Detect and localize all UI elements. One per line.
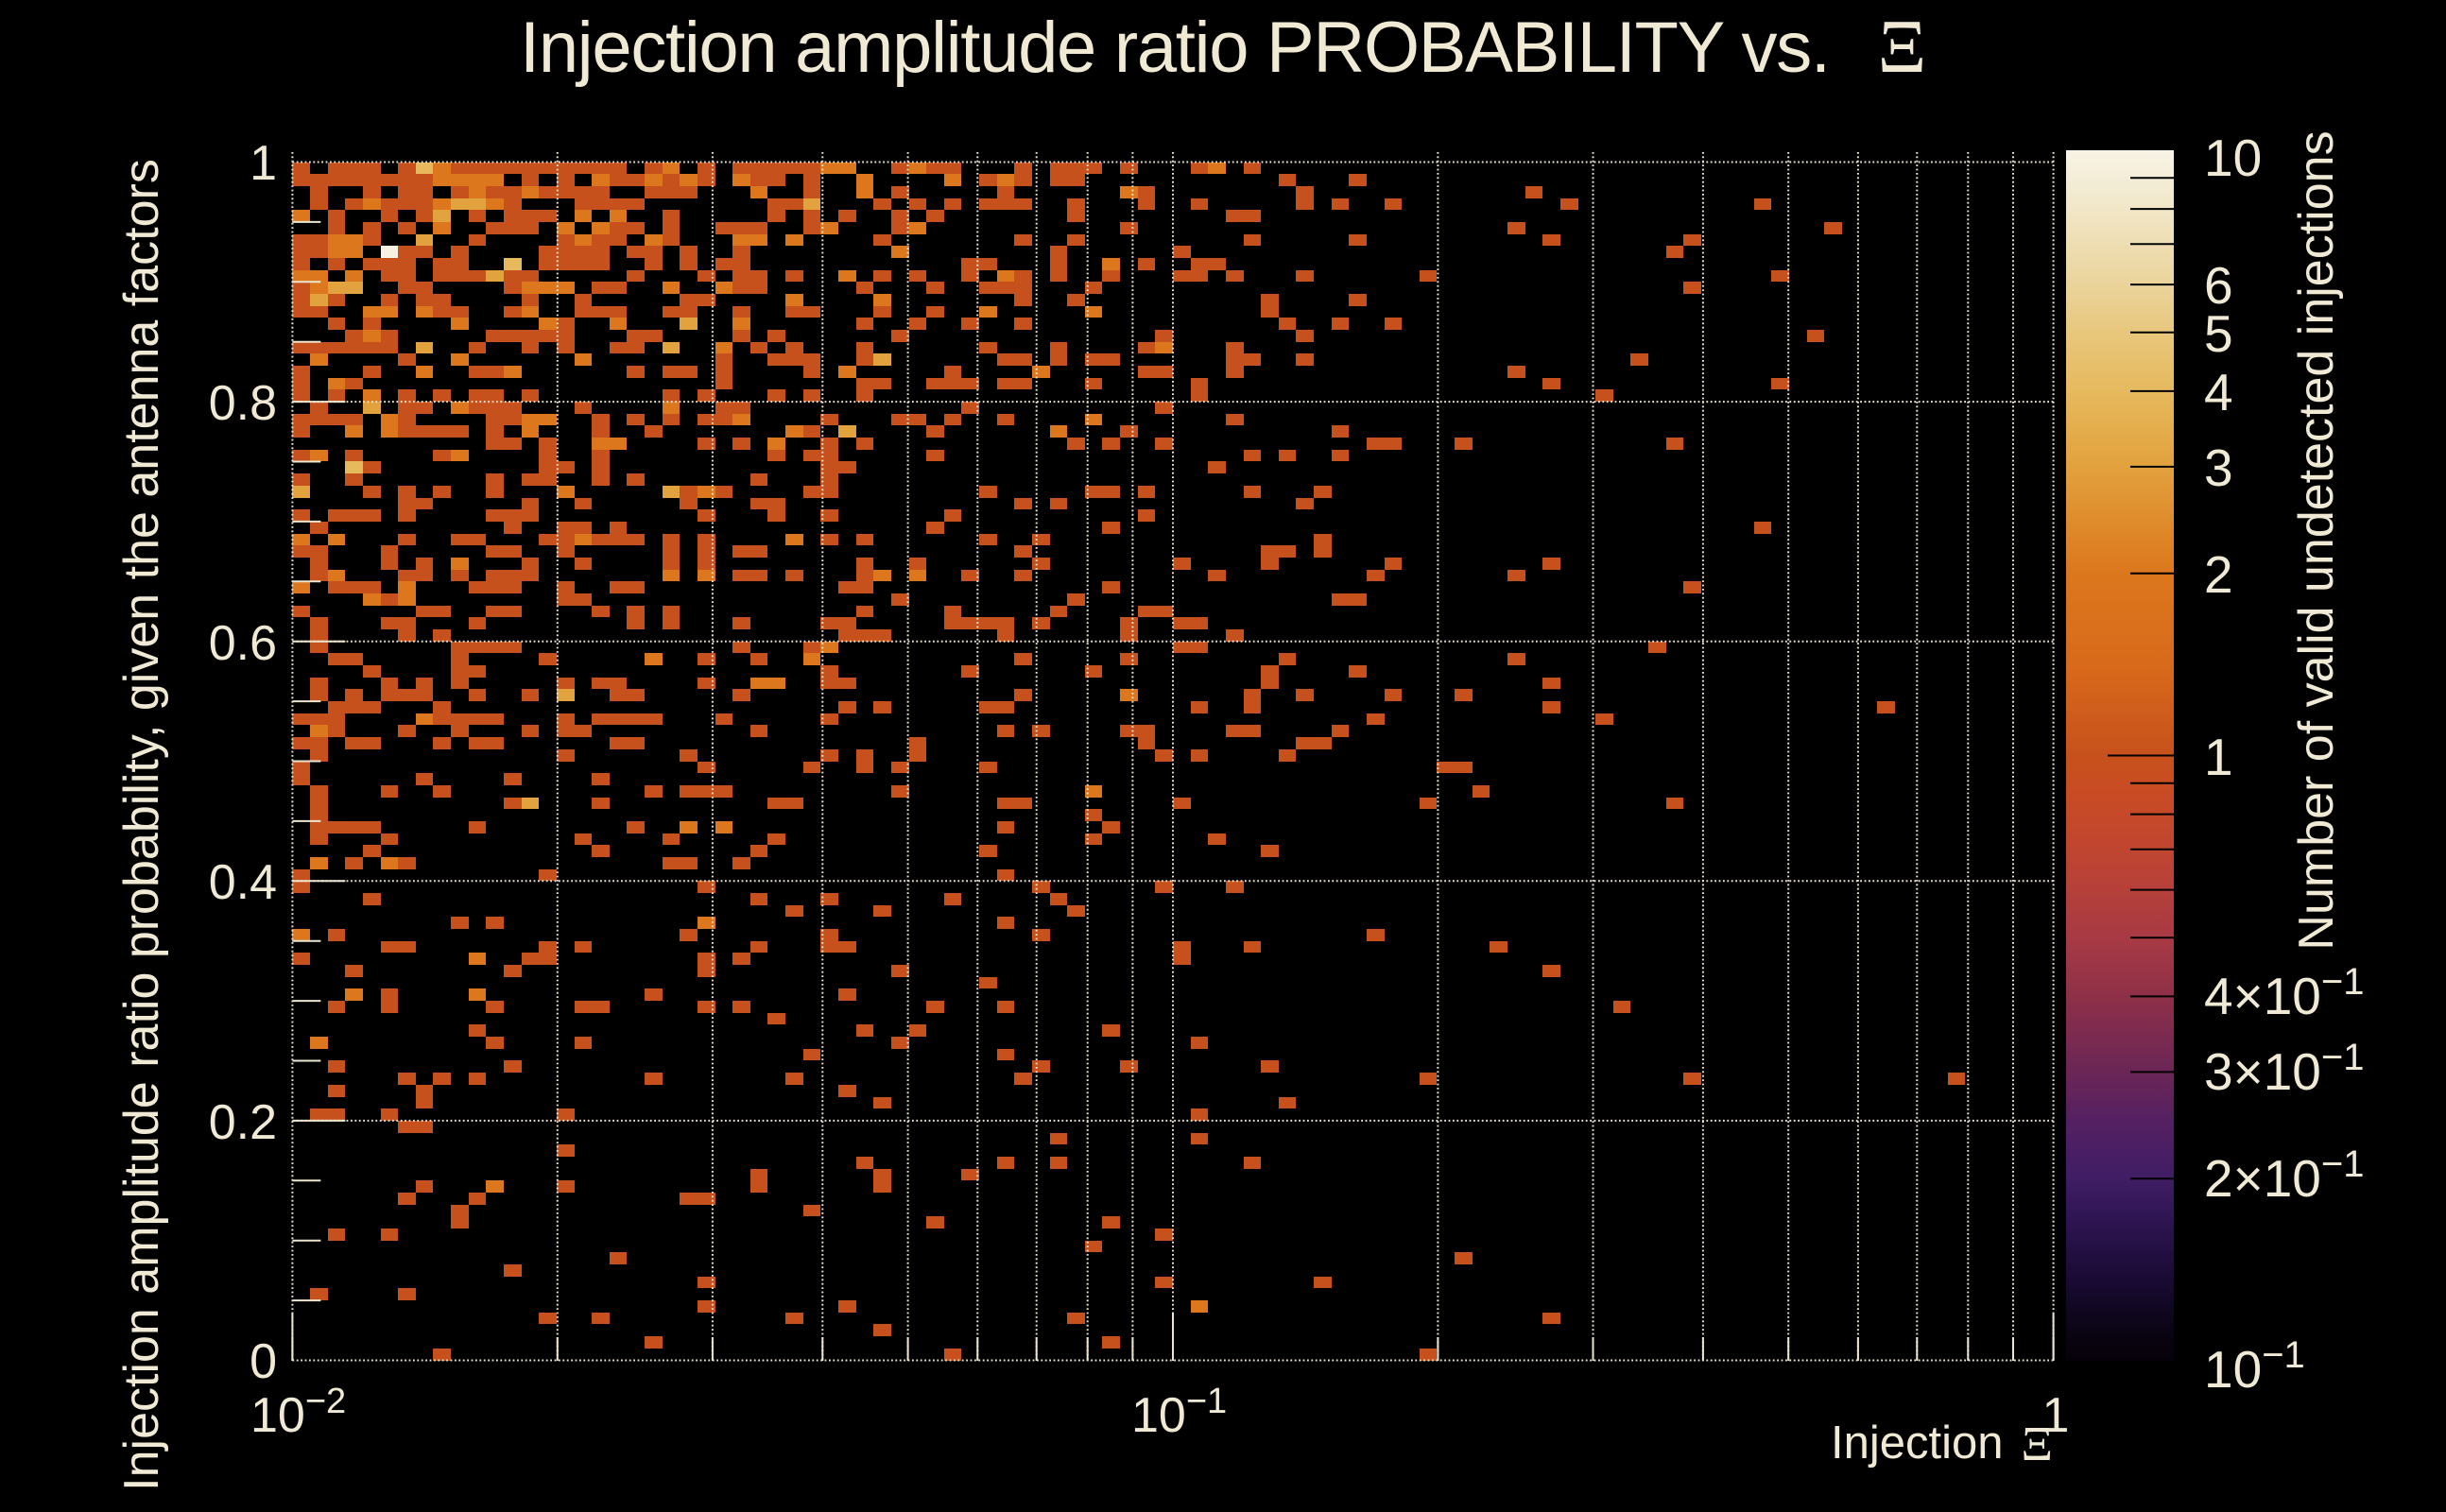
svg-text:0.4: 0.4 bbox=[209, 855, 277, 910]
svg-text:3: 3 bbox=[2204, 438, 2233, 497]
svg-text:Ξ: Ξ bbox=[2022, 1418, 2053, 1471]
svg-text:1: 1 bbox=[2204, 728, 2233, 786]
svg-text:2: 2 bbox=[2204, 545, 2233, 604]
svg-text:1: 1 bbox=[2042, 1388, 2070, 1443]
svg-text:10−1: 10−1 bbox=[1131, 1382, 1227, 1443]
svg-text:6: 6 bbox=[2204, 256, 2233, 315]
svg-text:10: 10 bbox=[2204, 129, 2262, 187]
svg-text:10−1: 10−1 bbox=[2204, 1334, 2305, 1399]
svg-text:Number of valid undetected inj: Number of valid undetected injections bbox=[2289, 130, 2344, 950]
svg-text:5: 5 bbox=[2204, 304, 2233, 363]
svg-text:Injection: Injection bbox=[1831, 1418, 2004, 1469]
svg-text:0.2: 0.2 bbox=[209, 1095, 277, 1150]
svg-text:1: 1 bbox=[250, 136, 277, 191]
svg-text:0: 0 bbox=[250, 1334, 277, 1389]
svg-text:Injection amplitude ratio prob: Injection amplitude ratio probability, g… bbox=[114, 159, 169, 1491]
svg-text:0.6: 0.6 bbox=[209, 616, 277, 671]
svg-text:Injection amplitude ratio PROB: Injection amplitude ratio PROBABILITY vs… bbox=[520, 6, 1926, 89]
svg-text:0.8: 0.8 bbox=[209, 376, 277, 431]
svg-text:4: 4 bbox=[2204, 363, 2233, 421]
